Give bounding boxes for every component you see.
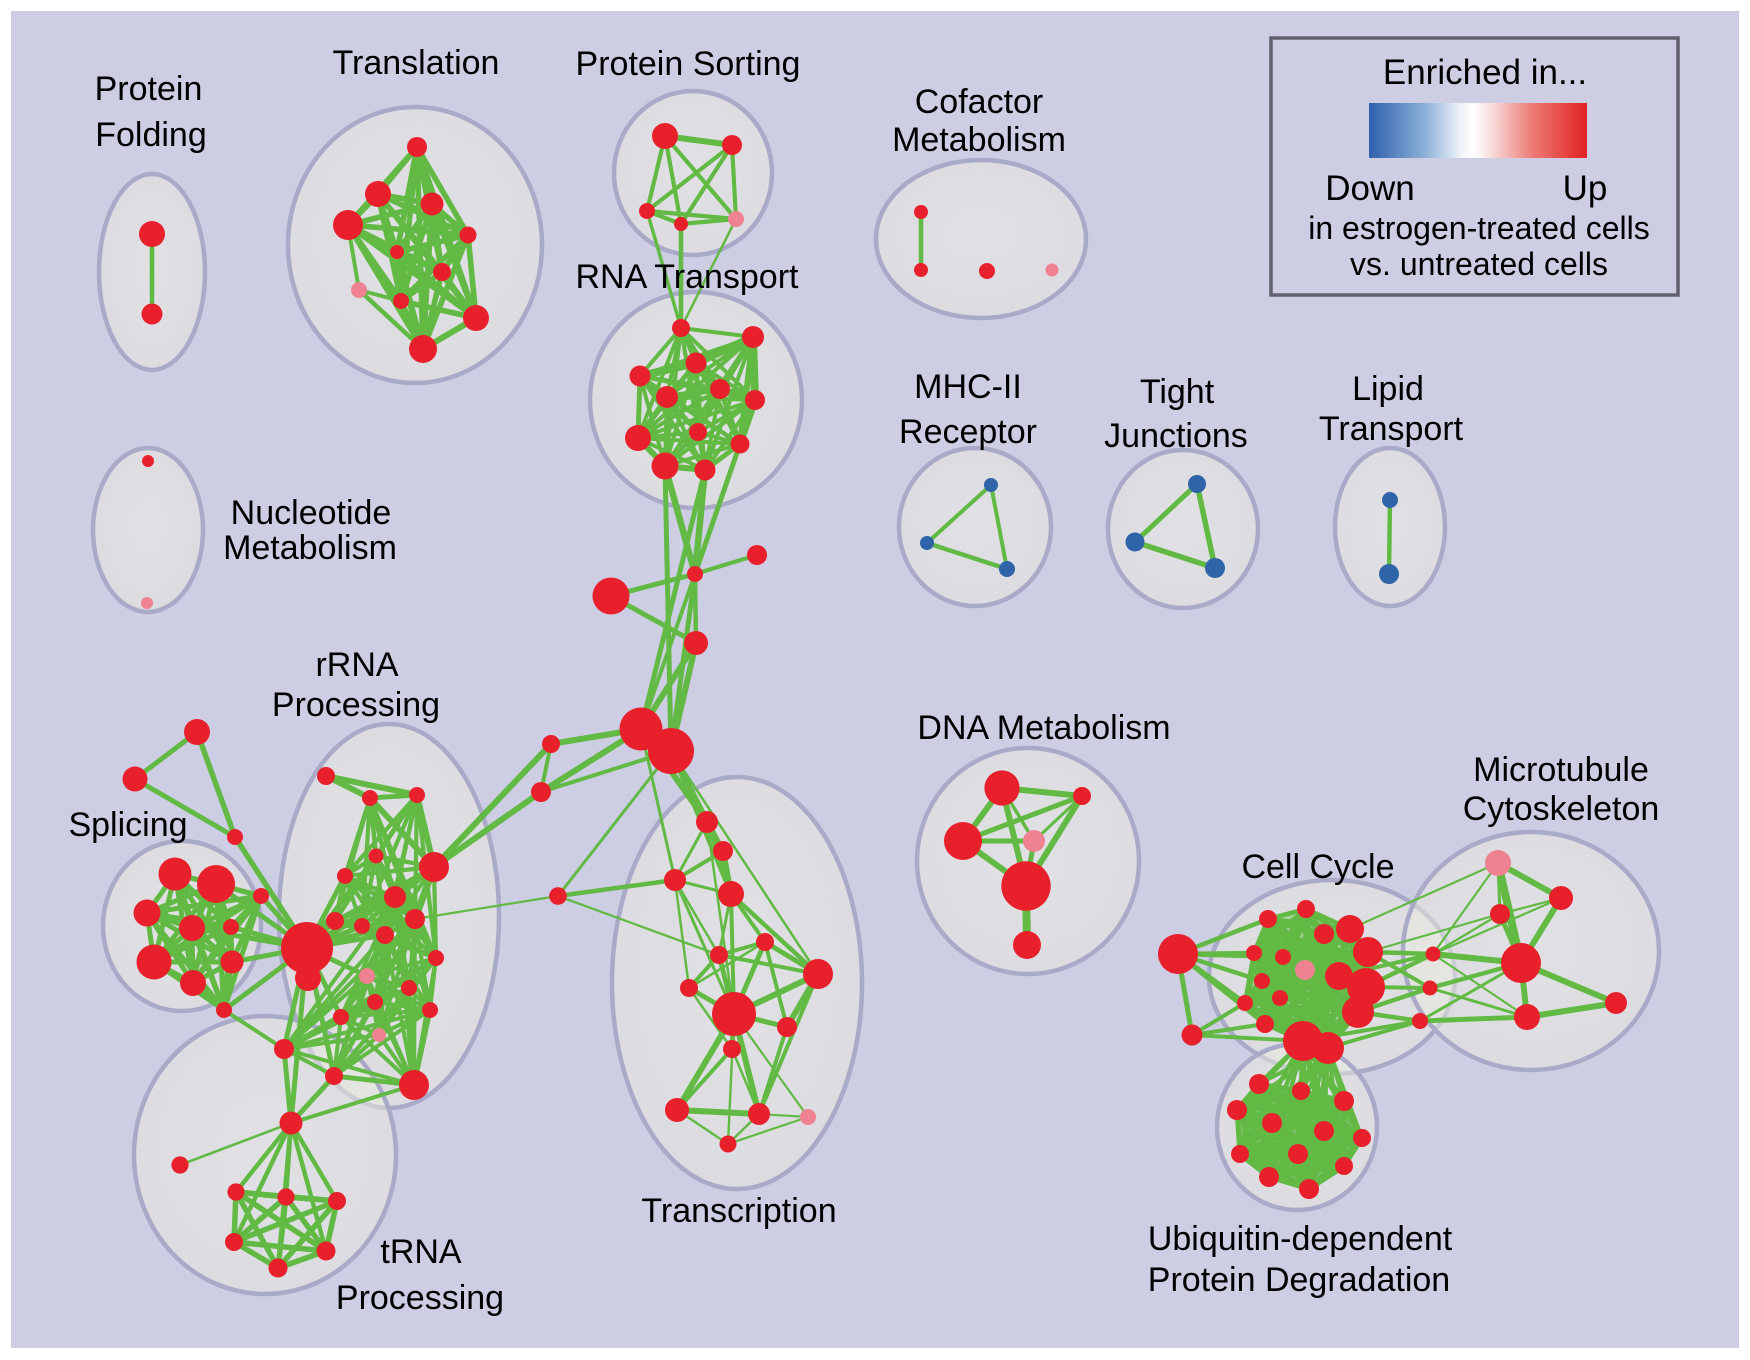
svg-text:Processing: Processing <box>336 1279 504 1317</box>
svg-text:Up: Up <box>1563 169 1608 208</box>
svg-text:rRNA: rRNA <box>315 646 398 684</box>
svg-text:Protein: Protein <box>95 70 203 108</box>
svg-text:Lipid: Lipid <box>1352 370 1424 408</box>
svg-text:in estrogen-treated cells: in estrogen-treated cells <box>1308 210 1650 246</box>
svg-text:Cofactor: Cofactor <box>915 83 1044 121</box>
svg-text:Splicing: Splicing <box>68 806 187 844</box>
svg-text:Nucleotide: Nucleotide <box>231 494 392 532</box>
svg-text:Down: Down <box>1325 169 1414 208</box>
svg-text:Protein Sorting: Protein Sorting <box>576 45 801 83</box>
svg-text:RNA Transport: RNA Transport <box>576 258 800 296</box>
svg-text:Enriched in...: Enriched in... <box>1383 53 1587 92</box>
svg-text:Junctions: Junctions <box>1104 417 1248 455</box>
svg-text:Receptor: Receptor <box>899 413 1037 451</box>
svg-text:Metabolism: Metabolism <box>892 121 1066 159</box>
svg-text:Microtubule: Microtubule <box>1473 751 1649 789</box>
svg-text:Translation: Translation <box>333 44 500 82</box>
svg-text:Folding: Folding <box>95 116 207 154</box>
svg-text:DNA Metabolism: DNA Metabolism <box>917 709 1170 747</box>
svg-text:Transcription: Transcription <box>641 1192 836 1230</box>
svg-text:Transport: Transport <box>1319 410 1464 448</box>
svg-text:tRNA: tRNA <box>380 1233 462 1271</box>
svg-text:Metabolism: Metabolism <box>223 529 397 567</box>
svg-text:Cell Cycle: Cell Cycle <box>1241 848 1394 886</box>
svg-text:MHC-II: MHC-II <box>914 368 1022 406</box>
svg-text:vs. untreated cells: vs. untreated cells <box>1350 246 1608 282</box>
svg-text:Tight: Tight <box>1140 373 1215 411</box>
svg-text:Protein Degradation: Protein Degradation <box>1148 1261 1450 1299</box>
svg-text:Ubiquitin-dependent: Ubiquitin-dependent <box>1148 1220 1453 1258</box>
svg-text:Processing: Processing <box>272 686 440 724</box>
svg-text:Cytoskeleton: Cytoskeleton <box>1463 790 1660 828</box>
